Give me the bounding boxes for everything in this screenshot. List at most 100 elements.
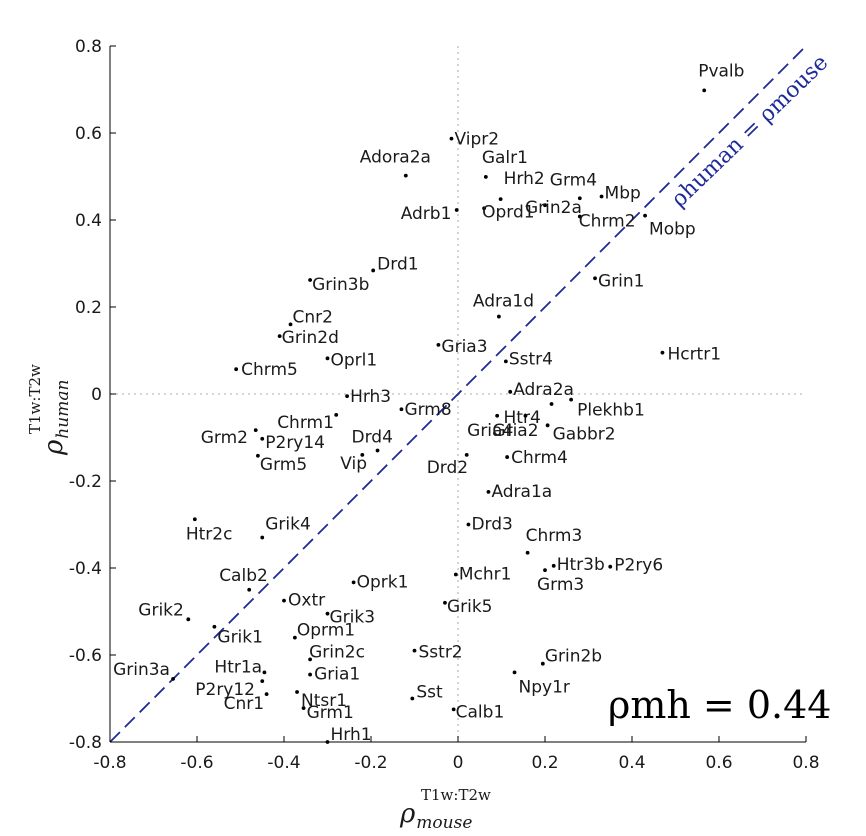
point-ntsr1: [295, 690, 299, 694]
point-label-adra1d: Adra1d: [473, 292, 534, 312]
x-tick-label: 0: [453, 753, 464, 773]
point-galr1: [483, 175, 488, 179]
point-label-pvalb: Pvalb: [698, 61, 744, 81]
x-axis-label-superscript: T1w:T2w: [421, 786, 491, 804]
point-label-hrh3: Hrh3: [350, 387, 391, 407]
point-p2ry6: [608, 564, 613, 569]
point-grin2a: [543, 203, 547, 208]
y-axis-label: ρhuman: [39, 380, 73, 456]
point-label-drd1: Drd1: [377, 254, 418, 274]
point-htr2c: [192, 517, 197, 522]
point-drd4: [375, 448, 380, 453]
point-drd3: [466, 522, 471, 527]
point-adrb1: [454, 208, 459, 212]
point-label-adora2a: Adora2a: [360, 148, 431, 168]
point-htr1a: [262, 670, 267, 675]
point-npy1r: [512, 670, 517, 675]
x-tick-label: -0.4: [267, 753, 300, 773]
point-adora2a: [403, 173, 408, 178]
point-label-htr1a: Htr1a: [214, 657, 262, 677]
point-grin3b: [308, 278, 312, 282]
point-label-grm3: Grm3: [537, 575, 584, 595]
point-label-drd4: Drd4: [352, 428, 393, 448]
x-tick-label: -0.2: [354, 753, 387, 773]
point-label-grm8: Grm8: [404, 400, 451, 420]
point-chrm3: [525, 550, 530, 555]
point-label-oprl1: Oprl1: [331, 350, 378, 370]
x-tick-label: 0.8: [792, 753, 819, 773]
point-hrh1: [325, 740, 330, 744]
point-label-gabbr2: Gabbr2: [553, 424, 616, 444]
point-label-sstr4: Sstr4: [509, 349, 553, 369]
point-label-hrh2: Hrh2: [504, 169, 545, 189]
point-label-grik2: Grik2: [138, 600, 184, 620]
point-pvalb: [702, 88, 707, 93]
point-mchr1: [453, 572, 458, 577]
point-label-hcrtr1: Hcrtr1: [667, 345, 721, 365]
point-label-mobp: Mobp: [649, 220, 696, 240]
point-label-htr3b: Htr3b: [557, 555, 605, 575]
point-gria4: [495, 413, 500, 418]
point-grin3a: [171, 677, 175, 681]
y-tick-label: 0.8: [75, 37, 102, 57]
point-adra1d: [496, 314, 501, 319]
point-label-calb1: Calb1: [456, 702, 505, 722]
point-grm4: [577, 196, 582, 201]
point-label-galr1: Galr1: [482, 148, 528, 168]
point-label-oprm1: Oprm1: [297, 621, 355, 641]
point-label-hrh1: Hrh1: [331, 725, 372, 745]
point-oprd1: [482, 206, 486, 211]
point-gria2: [523, 413, 528, 418]
axes: -0.8 -0.6 -0.4 -0.2 0 0.2 0.4 0.6 0.8 -0.8 -0.6 -0.…: [69, 37, 820, 773]
point-chrm1: [334, 412, 339, 417]
point-label-htr2c: Htr2c: [186, 524, 233, 544]
point-grin2b: [540, 661, 545, 666]
point-label-vip: Vip: [340, 454, 367, 474]
point-label-grm4: Grm4: [550, 170, 597, 190]
point-adra2a: [508, 389, 513, 394]
point-label-grin2c: Grin2c: [309, 642, 365, 662]
point-label-oxtr: Oxtr: [288, 591, 325, 611]
point-grm8: [399, 407, 404, 412]
point-label-drd2: Drd2: [427, 458, 468, 478]
point-label-grin3a: Grin3a: [113, 660, 170, 680]
correlation-annotation: ρmh = 0.44: [608, 683, 831, 727]
x-tick-label: -0.6: [180, 753, 213, 773]
point-label-gria2: Gria2: [492, 421, 538, 441]
y-tick-label: -0.8: [69, 733, 102, 753]
y-tick-label: 0.2: [75, 298, 102, 318]
point-label-drd3: Drd3: [471, 515, 512, 535]
y-tick-label: -0.2: [69, 472, 102, 492]
identity-line-label: ρhuman = ρmouse: [667, 50, 834, 212]
point-label-htr4: Htr4: [504, 408, 541, 428]
point-label-cnr1: Cnr1: [224, 694, 264, 714]
point-label-oprd1: Oprd1: [482, 202, 534, 222]
point-label-p2ry14: P2ry14: [265, 433, 325, 453]
x-tick-label: 0.6: [705, 753, 732, 773]
point-grik1: [212, 624, 217, 629]
point-grm1: [301, 706, 306, 710]
point-mbp: [599, 194, 604, 199]
point-label-grik3: Grik3: [330, 608, 376, 628]
point-gabbr2: [545, 423, 550, 428]
point-label-vipr2: Vipr2: [454, 130, 499, 150]
point-calb1: [451, 707, 456, 712]
y-tick-label: 0.6: [75, 124, 102, 144]
point-label-grin3b: Grin3b: [312, 275, 369, 295]
point-gria1: [308, 672, 312, 677]
point-label-chrm1: Chrm1: [277, 413, 334, 433]
point-label-chrm4: Chrm4: [511, 448, 568, 468]
point-p2ry12: [260, 679, 265, 683]
point-label-p2ry6: P2ry6: [614, 556, 663, 576]
point-label-adra1a: Adra1a: [491, 482, 552, 502]
point-label-plekhb1: Plekhb1: [577, 401, 645, 421]
point-hrh3: [345, 394, 349, 399]
point-adra1a: [486, 489, 491, 494]
point-mobp: [643, 213, 647, 218]
point-label-calb2: Calb2: [219, 566, 268, 586]
point-calb2: [247, 587, 252, 592]
point-label-grin2a: Grin2a: [525, 198, 582, 218]
x-tick-label: -0.8: [93, 753, 126, 773]
point-label-npy1r: Npy1r: [519, 677, 570, 697]
